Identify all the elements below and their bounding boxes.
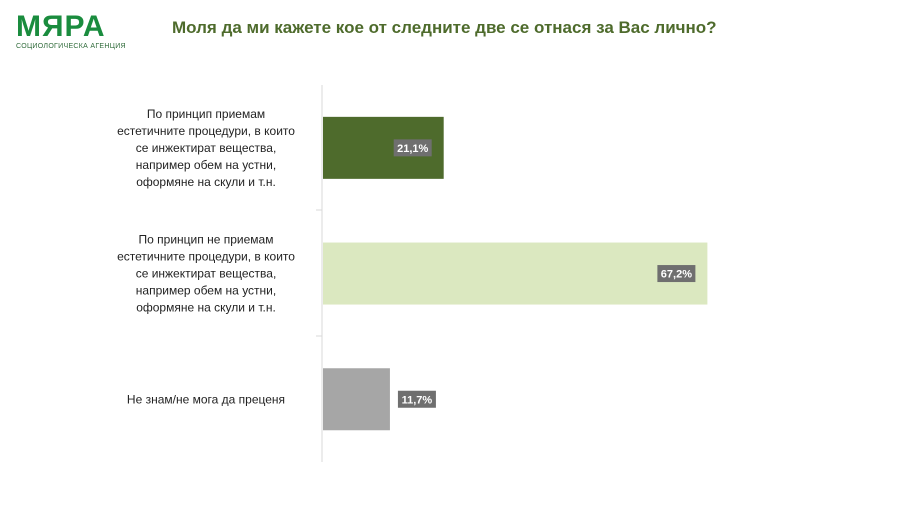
data-label-box-2 xyxy=(657,265,696,283)
bar-2 xyxy=(323,242,708,305)
data-label-box-3 xyxy=(397,390,436,408)
logo-wordmark: МЯРА xyxy=(16,10,106,43)
bar-3 xyxy=(323,368,390,431)
data-label-3: 11,7% xyxy=(402,394,433,406)
data-label-1: 21,1% xyxy=(397,143,428,155)
logo-tagline: СОЦИОЛОГИЧЕСКА АГЕНЦИЯ xyxy=(16,43,126,50)
category-label-2: По принцип не приемам естетичните процеду… xyxy=(117,233,295,315)
agency-logo: МЯРА СОЦИОЛОГИЧЕСКА АГЕНЦИЯ xyxy=(16,10,136,51)
chart-title: Моля да ми кажете кое от следните две се… xyxy=(172,18,717,37)
data-label-2: 67,2% xyxy=(661,269,692,281)
category-label-3: Не знам/не мога да преценя xyxy=(127,392,285,406)
category-label-1: По принцип приемам естетичните процедури,… xyxy=(117,107,295,189)
data-label-box-1 xyxy=(393,139,432,157)
